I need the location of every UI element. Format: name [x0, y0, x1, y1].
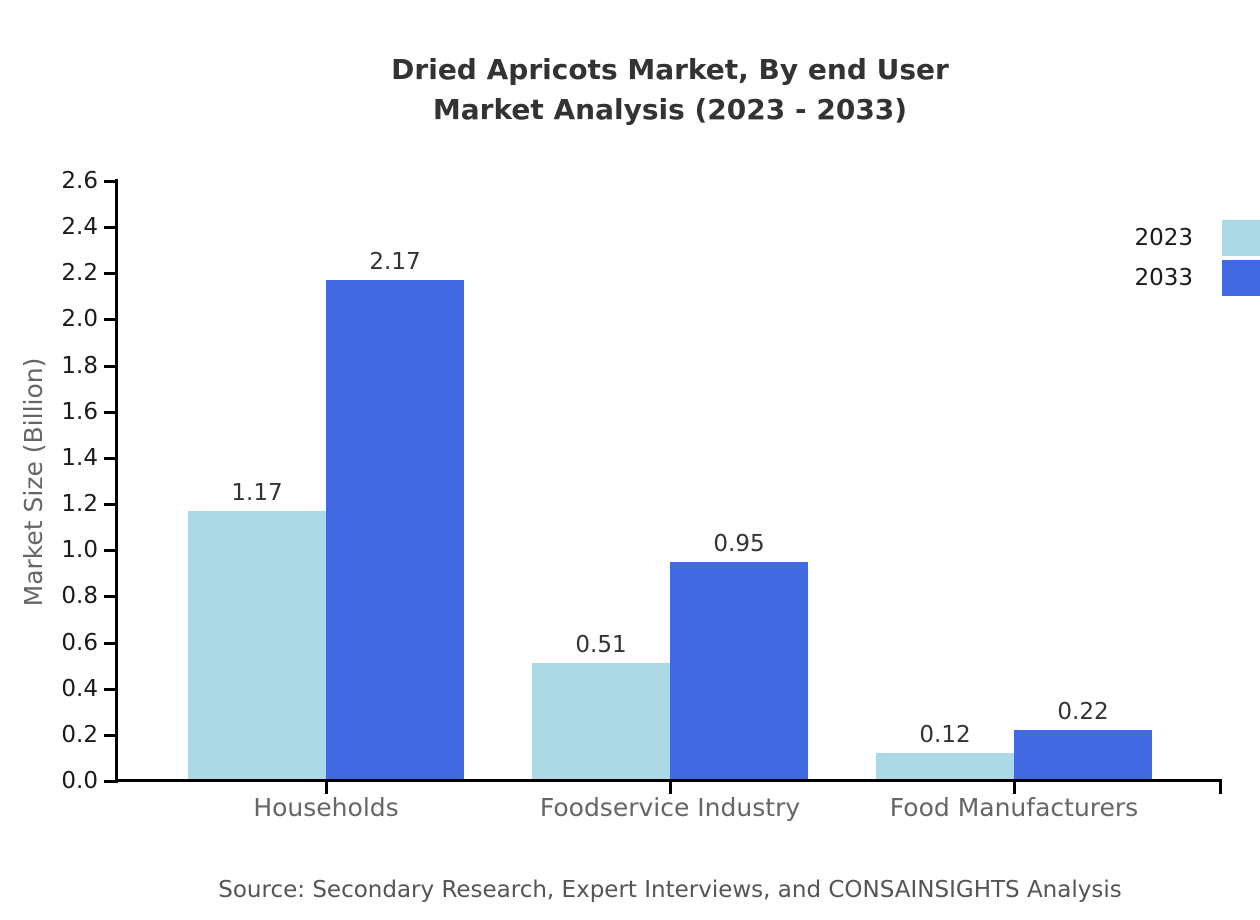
y-tick-label: 2.6 [61, 168, 98, 194]
bar-2033-households [326, 280, 464, 781]
y-tick-mark [104, 503, 118, 506]
y-tick-mark [104, 734, 118, 737]
bar-2023-households [188, 511, 326, 781]
y-tick-mark [104, 642, 118, 645]
legend-label-2023: 2023 [1134, 225, 1193, 251]
y-axis-line [115, 179, 118, 782]
x-tick-mark [669, 781, 672, 794]
y-tick-mark [104, 226, 118, 229]
y-tick-mark [104, 780, 118, 783]
x-axis-end-tick [1219, 781, 1222, 794]
source-note: Source: Secondary Research, Expert Inter… [218, 877, 1122, 903]
bar-value-label: 1.17 [231, 480, 283, 506]
y-tick-label: 0.4 [61, 676, 98, 702]
y-tick-mark [104, 411, 118, 414]
x-axis-line [115, 779, 1222, 782]
y-tick-label: 1.8 [61, 353, 98, 379]
legend-swatch-2023 [1222, 220, 1260, 256]
bar-value-label: 2.17 [369, 249, 421, 275]
bar-value-label: 0.95 [713, 531, 765, 557]
y-tick-label: 0.0 [61, 768, 98, 794]
x-category-label: Foodservice Industry [539, 793, 801, 822]
y-tick-label: 2.0 [61, 306, 98, 332]
x-category-label: Food Manufacturers [889, 793, 1139, 822]
bar-2023-foodservice-industry [532, 663, 670, 781]
y-tick-label: 2.4 [61, 214, 98, 240]
y-tick-label: 0.8 [61, 583, 98, 609]
bar-value-label: 0.12 [919, 722, 971, 748]
y-tick-label: 1.0 [61, 537, 98, 563]
bar-2033-foodservice-industry [670, 562, 808, 781]
y-tick-mark [104, 688, 118, 691]
x-tick-mark [1013, 781, 1016, 794]
y-tick-mark [104, 318, 118, 321]
y-tick-mark [104, 180, 118, 183]
y-tick-mark [104, 457, 118, 460]
y-tick-mark [104, 595, 118, 598]
bar-2023-food-manufacturers [876, 753, 1014, 781]
y-tick-label: 1.6 [61, 399, 98, 425]
legend-label-2033: 2033 [1134, 265, 1193, 291]
y-tick-label: 1.2 [61, 491, 98, 517]
y-tick-mark [104, 272, 118, 275]
y-tick-label: 0.2 [61, 722, 98, 748]
chart-title-line2: Market Analysis (2023 - 2033) [432, 93, 908, 126]
x-tick-mark [325, 781, 328, 794]
bar-value-label: 0.22 [1057, 699, 1109, 725]
y-tick-label: 2.2 [61, 260, 98, 286]
chart-title-line1: Dried Apricots Market, By end User [391, 53, 949, 86]
y-tick-label: 1.4 [61, 445, 98, 471]
y-tick-label: 0.6 [61, 630, 98, 656]
chart-title: Dried Apricots Market, By end User Marke… [80, 50, 1260, 130]
y-tick-mark [104, 549, 118, 552]
bar-value-label: 0.51 [575, 632, 627, 658]
x-category-label: Households [253, 793, 399, 822]
y-tick-mark [104, 365, 118, 368]
bar-2033-food-manufacturers [1014, 730, 1152, 781]
legend-swatch-2033 [1222, 260, 1260, 296]
